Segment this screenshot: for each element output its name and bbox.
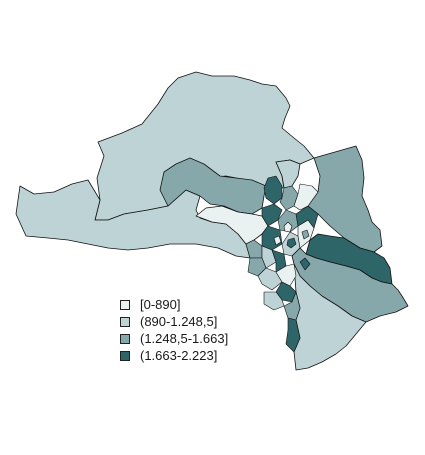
legend-item-class-4: (1.663-2.223] [120,347,228,364]
legend-swatch-class-1 [120,299,130,310]
map-legend: [0-890] (890-1.248,5] (1.248,5-1.663] (1… [120,296,228,364]
legend-swatch-class-4 [120,350,130,361]
legend-label-class-4: (1.663-2.223] [140,348,218,363]
region-tiny-4 [301,229,310,240]
region-sw-7 [263,291,285,311]
region-c-5 [295,205,319,229]
legend-item-class-2: (890-1.248,5] [120,313,228,330]
legend-item-class-1: [0-890] [120,296,228,313]
legend-label-class-3: (1.248,5-1.663] [140,331,229,346]
legend-swatch-class-3 [120,333,130,344]
legend-item-class-3: (1.248,5-1.663] [120,330,228,347]
region-tiny-3 [273,235,282,246]
region-sw-6 [285,317,301,353]
region-nc-2 [263,175,283,205]
region-tiny-5 [299,257,311,271]
region-nc-4 [293,183,319,211]
region-nc-3 [279,185,299,211]
legend-swatch-class-2 [120,316,130,327]
legend-label-class-2: (890-1.248,5] [140,314,218,329]
legend-label-class-1: [0-890] [140,297,181,312]
region-tiny-2 [286,237,297,249]
region-nc-1 [275,159,301,189]
region-tiny-1 [283,221,293,233]
